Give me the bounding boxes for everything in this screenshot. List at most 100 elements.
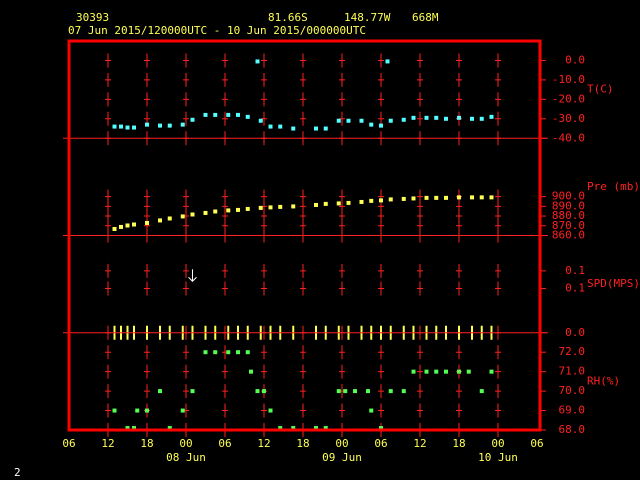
data-point xyxy=(388,389,393,394)
grid-cross xyxy=(105,345,111,360)
data-point xyxy=(245,350,250,355)
data-point xyxy=(203,350,208,355)
grid-cross xyxy=(222,111,228,126)
grid-cross xyxy=(378,263,384,278)
y-tick-label: -20.0 xyxy=(552,92,585,105)
grid-cross xyxy=(339,281,345,296)
grid-cross xyxy=(222,384,228,399)
data-point xyxy=(190,389,195,394)
x-tick-label: 00 xyxy=(335,437,348,450)
data-point xyxy=(434,369,439,374)
data-point xyxy=(479,116,484,121)
grid-cross xyxy=(417,384,423,399)
grid-cross xyxy=(339,403,345,418)
data-point xyxy=(314,426,318,431)
y-tick-label: 860.0 xyxy=(552,229,585,242)
grid-cross xyxy=(456,281,462,296)
y-tick-label: 890.0 xyxy=(552,199,585,212)
grid-cross xyxy=(378,403,384,418)
data-point xyxy=(359,199,364,204)
grid-cross xyxy=(105,384,111,399)
data-point xyxy=(369,198,374,203)
grid-cross xyxy=(105,364,111,379)
data-point xyxy=(401,389,406,394)
y-tick-label: 0.0 xyxy=(565,53,585,66)
data-point xyxy=(388,118,393,123)
y-axis-label: Pre (mb) xyxy=(587,180,640,193)
grid-cross xyxy=(222,53,228,68)
x-tick-label: 12 xyxy=(413,437,426,450)
data-point xyxy=(213,350,218,355)
data-point xyxy=(226,350,231,355)
data-point xyxy=(278,204,283,209)
data-point xyxy=(369,408,374,413)
data-point xyxy=(489,114,494,119)
data-point xyxy=(346,118,351,123)
grid-cross xyxy=(495,281,501,296)
data-point xyxy=(489,369,494,374)
grid-cross xyxy=(105,72,111,87)
wind-arrow xyxy=(188,269,197,282)
grid-cross xyxy=(378,364,384,379)
data-point xyxy=(323,201,328,206)
x-tick-label: 18 xyxy=(140,437,153,450)
grid-cross xyxy=(105,281,111,296)
grid-cross xyxy=(222,281,228,296)
station-id: 30393 xyxy=(76,11,109,24)
y-tick-label: 68.0 xyxy=(559,423,586,436)
grid-cross xyxy=(417,403,423,418)
grid-cross xyxy=(456,384,462,399)
data-point xyxy=(379,426,383,431)
grid-cross xyxy=(339,345,345,360)
grid-cross xyxy=(417,53,423,68)
grid-cross xyxy=(456,403,462,418)
data-point xyxy=(262,389,266,394)
data-point xyxy=(278,124,283,129)
grid-cross xyxy=(261,364,267,379)
grid-cross xyxy=(456,92,462,107)
data-point xyxy=(336,201,341,206)
grid-cross xyxy=(456,72,462,87)
grid-cross xyxy=(222,72,228,87)
grid-cross xyxy=(300,92,306,107)
data-point xyxy=(379,198,383,203)
data-point xyxy=(112,408,117,413)
data-point xyxy=(145,408,149,413)
data-point xyxy=(424,369,429,374)
grid-cross xyxy=(261,92,267,107)
grid-cross xyxy=(378,281,384,296)
grid-cross xyxy=(339,53,345,68)
grid-cross xyxy=(417,263,423,278)
grid-cross xyxy=(339,92,345,107)
data-point xyxy=(132,125,136,130)
grid-cross xyxy=(144,92,150,107)
x-tick-label: 18 xyxy=(452,437,465,450)
grid-cross xyxy=(300,384,306,399)
y-tick-label: 900.0 xyxy=(552,190,585,203)
x-tick-label: 00 xyxy=(491,437,504,450)
data-point xyxy=(112,124,117,129)
data-point xyxy=(226,112,231,117)
data-point xyxy=(343,389,348,394)
plot-frame xyxy=(67,39,542,432)
data-point xyxy=(190,212,195,217)
grid-cross xyxy=(495,53,501,68)
y-tick-label: 0.1 xyxy=(565,282,585,295)
x-day-label: 09 Jun xyxy=(322,451,362,464)
grid-cross xyxy=(417,364,423,379)
grid-cross xyxy=(378,53,384,68)
grid-cross xyxy=(495,345,501,360)
x-tick-label: 06 xyxy=(218,437,231,450)
grid-cross xyxy=(261,403,267,418)
data-point xyxy=(323,426,328,431)
grid-cross xyxy=(222,364,228,379)
data-point xyxy=(411,115,416,120)
data-point xyxy=(444,116,448,121)
y-tick-label: -10.0 xyxy=(552,73,585,86)
data-point xyxy=(213,209,218,214)
data-point xyxy=(470,116,474,121)
grid-cross xyxy=(222,403,228,418)
data-point xyxy=(336,389,341,394)
grid-cross xyxy=(417,345,423,360)
data-point xyxy=(167,216,172,221)
